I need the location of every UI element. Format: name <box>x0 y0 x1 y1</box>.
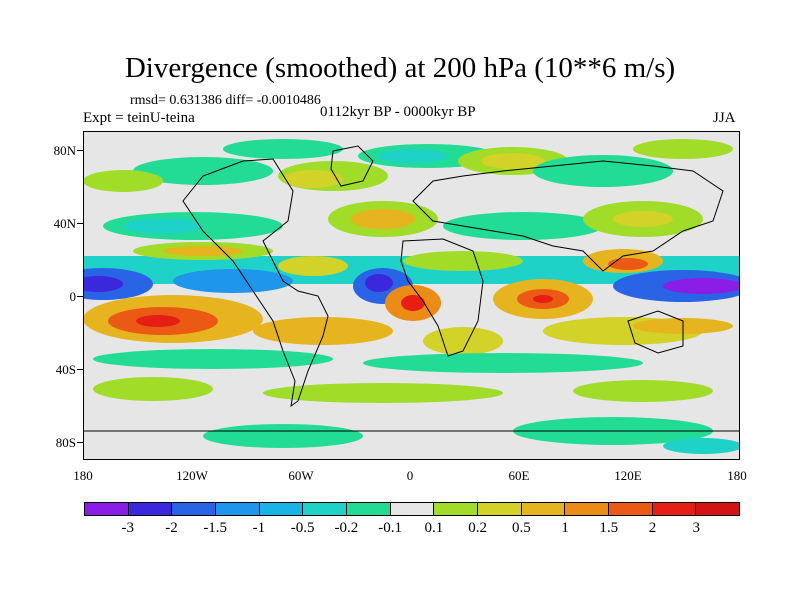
colorbar-label: -0.1 <box>378 520 402 536</box>
lon-label-120w: 120W <box>176 468 208 483</box>
colorbar-swatch <box>434 503 479 515</box>
colorbar-swatch <box>521 503 566 515</box>
season-label: JJA <box>713 110 736 126</box>
colorbar-label: -2 <box>165 520 178 536</box>
lat-tick <box>77 150 83 151</box>
field-tropics <box>83 242 740 304</box>
lat-tick <box>77 442 83 443</box>
colorbar-swatch <box>347 503 391 515</box>
colorbar-label: 1.5 <box>599 520 619 536</box>
field-high-lat <box>83 139 733 240</box>
colorbar-swatch <box>390 503 435 515</box>
colorbar-swatch <box>85 503 129 515</box>
map-title: Divergence (smoothed) at 200 hPa (10**6 … <box>124 52 676 84</box>
colorbar-label: 0.2 <box>468 520 487 536</box>
colorbar-swatch <box>259 503 304 515</box>
lon-label-0: 0 <box>406 468 414 483</box>
stats-line: rmsd= 0.631386 diff= -0.0010486 <box>130 93 321 108</box>
lat-label-40s: 40S <box>55 362 76 377</box>
coastlines <box>83 145 740 432</box>
period-label: 0112kyr BP - 0000kyr BP <box>320 104 476 120</box>
map-canvas <box>83 131 740 460</box>
lat-label-80s: 80S <box>55 435 76 450</box>
lon-label-180e: 180 <box>727 468 747 483</box>
colorbar-label: 2 <box>648 520 657 536</box>
experiment-label: Expt = teinU-teina <box>83 110 195 126</box>
colorbar-swatch <box>696 503 740 515</box>
lon-label-60w: 60W <box>288 468 314 483</box>
colorbar-label: 1 <box>561 520 569 536</box>
colorbar-label: -1.5 <box>203 520 228 536</box>
lat-tick <box>77 296 83 297</box>
colorbar-label: -1 <box>252 520 266 536</box>
colorbar <box>84 502 740 516</box>
lat-tick <box>77 223 83 224</box>
lat-tick <box>77 369 83 370</box>
colorbar-swatch <box>128 503 173 515</box>
map-frame <box>83 131 740 460</box>
colorbar-swatch <box>609 503 653 515</box>
lon-label-60e: 60E <box>508 468 530 483</box>
colorbar-label: 3 <box>692 520 701 536</box>
colorbar-swatch <box>216 503 260 515</box>
colorbar-label: -0.2 <box>334 520 359 536</box>
colorbar-swatch <box>303 503 348 515</box>
colorbar-swatch <box>478 503 522 515</box>
colorbar-swatch <box>565 503 610 515</box>
colorbar-label: -0.5 <box>290 520 315 536</box>
colorbar-label: -3 <box>121 520 134 536</box>
colorbar-label: 0.1 <box>424 520 444 536</box>
lon-label-120e: 120E <box>614 468 642 483</box>
lon-label-180w: 180 <box>73 468 93 483</box>
lat-label-80n: 80N <box>53 143 76 158</box>
lat-label-40n: 40N <box>53 216 76 231</box>
colorbar-swatch <box>172 503 217 515</box>
colorbar-label: 0.5 <box>511 520 531 536</box>
colorbar-swatch <box>652 503 697 515</box>
divergence-map <box>83 131 740 460</box>
lat-label-0: 0 <box>69 289 77 304</box>
field-south-subtropics <box>83 279 733 373</box>
